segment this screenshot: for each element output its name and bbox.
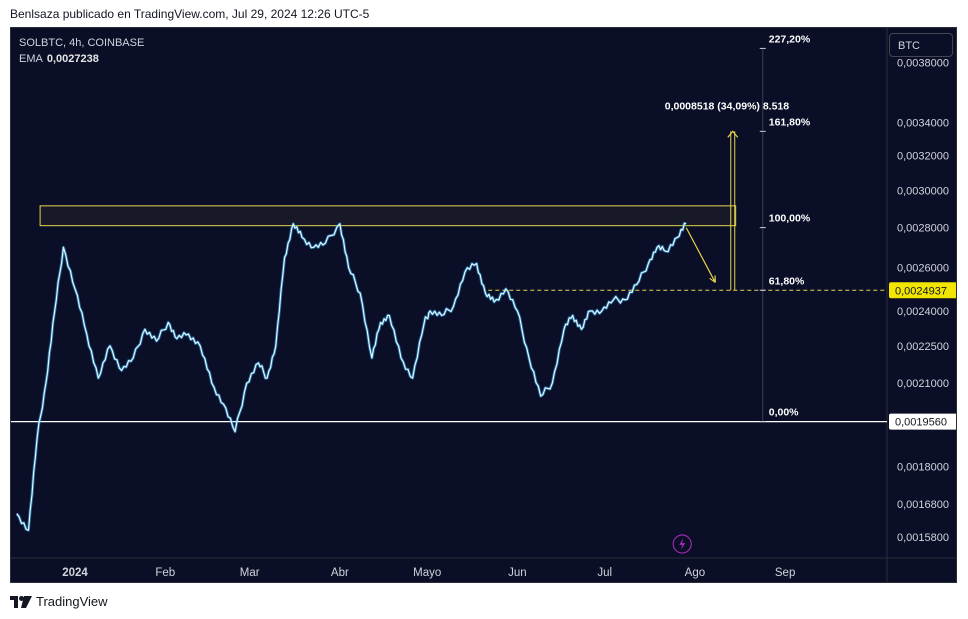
y-tick-label-4: 0,0028000 <box>897 223 949 235</box>
y-tick-label-3: 0,0030000 <box>897 185 949 197</box>
price-line <box>16 222 687 531</box>
x-tick-label-5: Jun <box>508 567 527 579</box>
fib-label-0: 227,20% <box>769 33 811 45</box>
y-tick-label-7: 0,0022500 <box>897 341 949 353</box>
lightning-icon <box>679 538 686 550</box>
resistance-zone <box>39 205 737 227</box>
y-tick-label-9: 0,0018000 <box>897 462 949 474</box>
x-tick-label-8: Sep <box>775 567 795 579</box>
price-line-glow <box>15 221 687 532</box>
y-tick-label-10: 0,0016800 <box>897 499 949 511</box>
publish-info: Benlsaza publicado en TradingView.com, J… <box>10 7 370 21</box>
y-tick-label-11: 0,0015800 <box>897 532 949 544</box>
chart-panel[interactable]: 0,0008518 (34,09%) 8.518 227,20% 161,80% 10… <box>10 27 957 583</box>
event-marker-icon <box>672 534 692 554</box>
footer-brand-label: TradingView <box>36 594 108 609</box>
x-tick-label-4: Mayo <box>413 567 441 579</box>
ema-legend: EMA 0,0027238 <box>19 53 99 65</box>
symbol-legend: SOLBTC, 4h, COINBASE <box>19 37 145 49</box>
price-badge-0 <box>889 282 956 299</box>
x-tick-label-2: Mar <box>240 567 260 579</box>
projection-arrow <box>685 227 716 283</box>
measure-arrow-head <box>727 130 739 138</box>
x-tick-label-1: Feb <box>155 567 175 579</box>
ema-value: 0,0027238 <box>46 53 99 65</box>
fib-label-4: 0,00% <box>769 407 799 419</box>
fib-label-3: 61,80% <box>769 275 805 287</box>
footer-brand[interactable]: TradingView <box>10 594 108 609</box>
y-tick-label-1: 0,0034000 <box>897 118 949 130</box>
y-tick-label-5: 0,0026000 <box>897 263 949 275</box>
tradingview-logo-icon <box>10 595 32 608</box>
x-tick-label-0: 2024 <box>62 567 88 579</box>
x-tick-label-3: Abr <box>331 567 349 579</box>
ema-label: EMA <box>19 53 43 65</box>
y-tick-label-0: 0,0038000 <box>897 57 949 69</box>
currency-button[interactable]: BTC <box>889 33 953 57</box>
x-tick-label-7: Ago <box>685 567 705 579</box>
y-tick-label-2: 0,0032000 <box>897 150 949 162</box>
x-tick-label-6: Jul <box>597 567 612 579</box>
price-badge-1 <box>889 413 956 430</box>
y-tick-label-6: 0,0024000 <box>897 306 949 318</box>
price-badge-label-0: 0,0024937 <box>895 285 947 297</box>
price-badge-label-1: 0,0019560 <box>895 417 947 429</box>
y-tick-label-8: 0,0021000 <box>897 378 949 390</box>
price-chart[interactable]: 0,0008518 (34,09%) 8.518 227,20% 161,80% 10… <box>11 28 957 583</box>
fib-label-1: 161,80% <box>769 116 811 128</box>
projection-arrow-head <box>709 275 716 283</box>
fib-label-2: 100,00% <box>769 213 811 225</box>
measure-label: 0,0008518 (34,09%) 8.518 <box>665 100 790 112</box>
